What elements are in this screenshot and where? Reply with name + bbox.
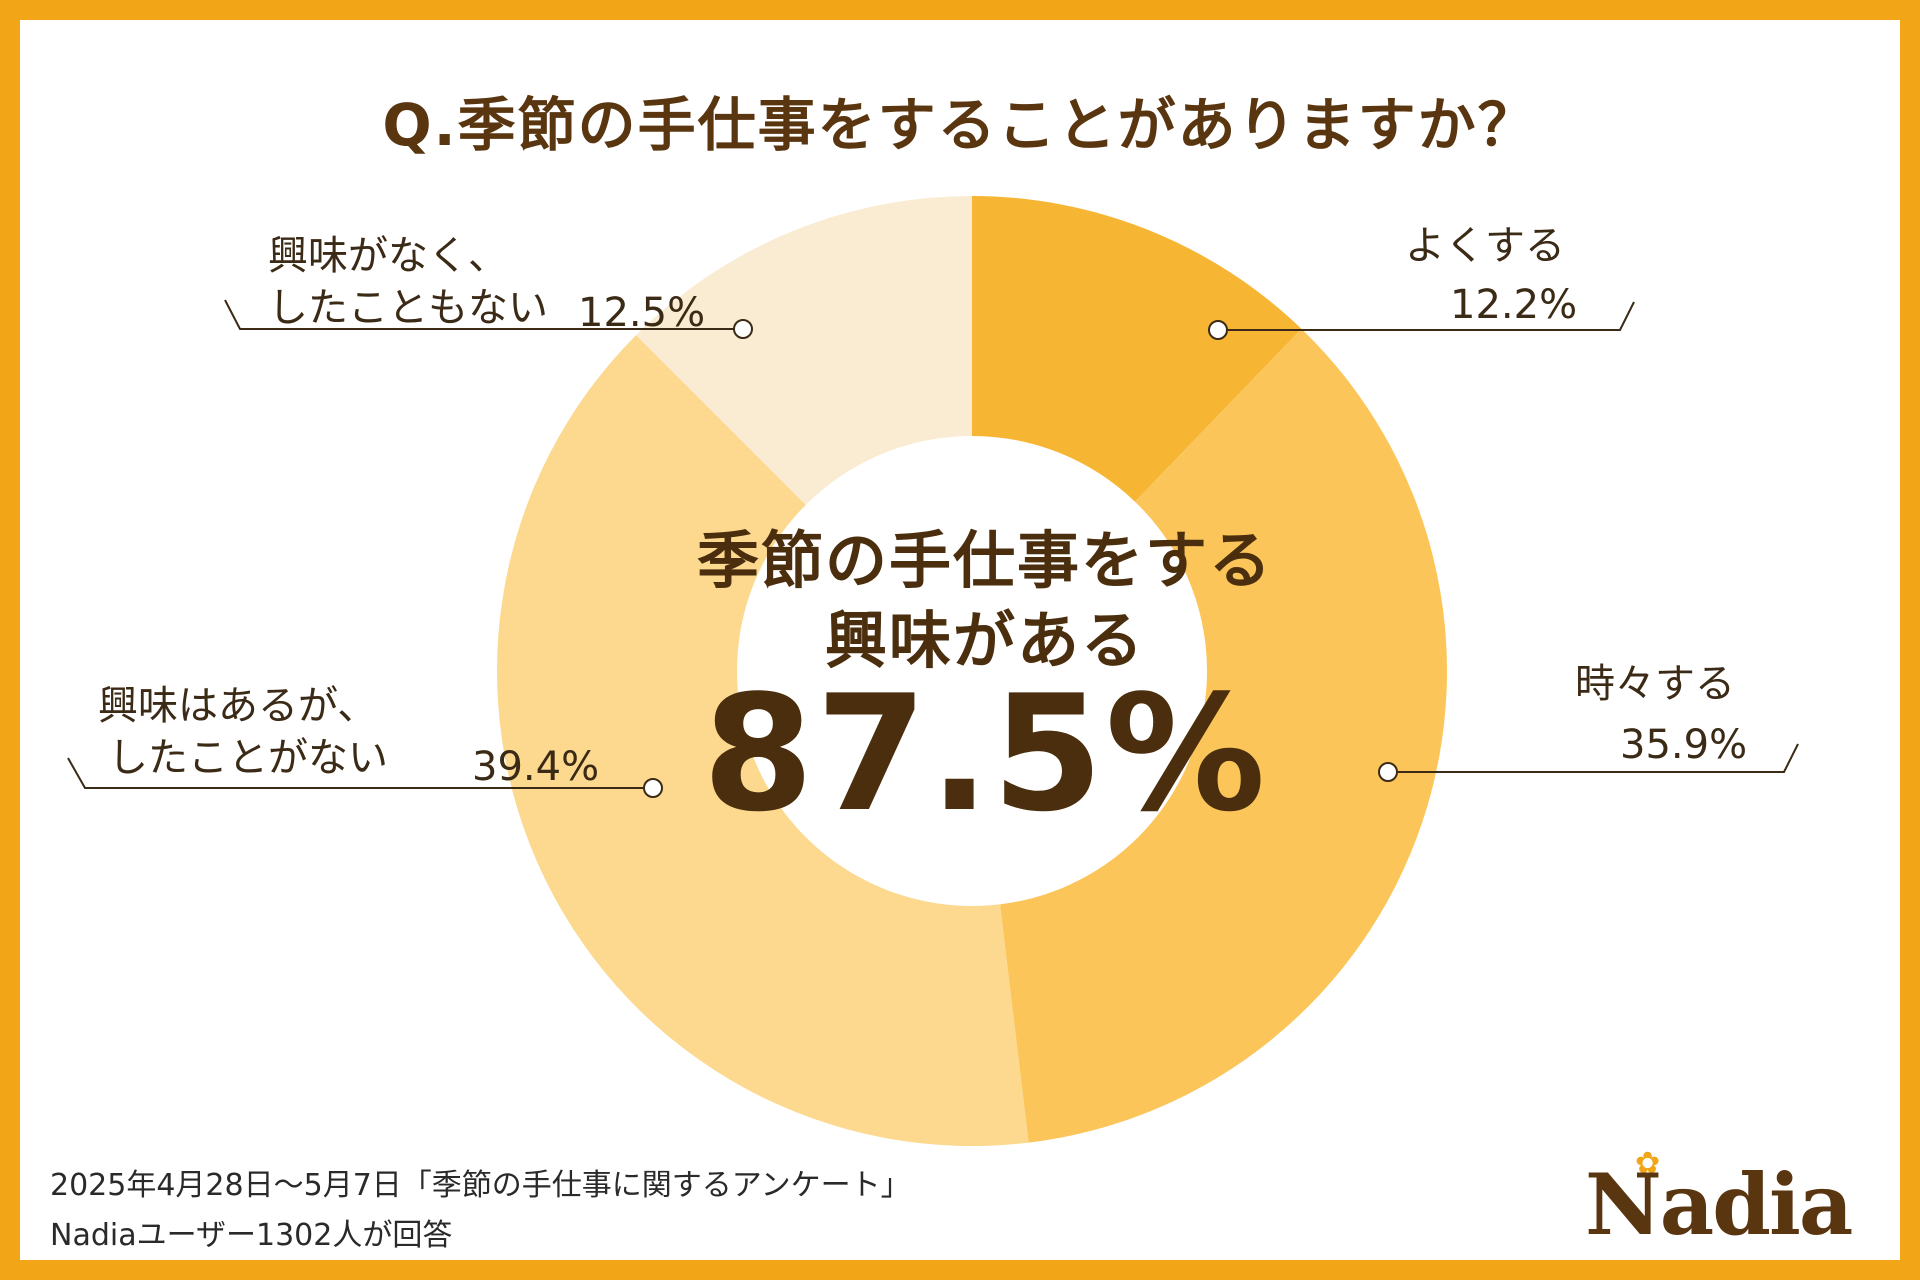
chart-title: Q.季節の手仕事をすることがありますか？ — [382, 91, 1538, 159]
leader-tokidoki-dot — [1378, 762, 1398, 782]
callout-label-tokidoki: 時々する — [1575, 661, 1735, 707]
callout-value-tokidoki: 35.9% — [1620, 722, 1748, 768]
flower-icon: ✿ — [1635, 1146, 1661, 1181]
slice-kyomi-aru — [497, 335, 1029, 1146]
leader-kyomi-nai-dot — [733, 319, 753, 339]
leader-kyomi-nai — [224, 299, 743, 330]
leader-kyomi-aru-dot — [643, 778, 663, 798]
callout-value-yoku: 12.2% — [1450, 282, 1578, 328]
survey-period: 2025年4月28日〜5月7日「季節の手仕事に関するアンケート」 — [50, 1168, 911, 1203]
leader-tokidoki — [1388, 743, 1799, 773]
callout-value-kyomi-aru: 39.4% — [472, 744, 600, 790]
survey-card: Q.季節の手仕事をすることがありますか？ よくする 12.2% 時々する 35.… — [20, 20, 1900, 1260]
donut-chart — [67, 196, 1799, 1146]
callout-label-kyomi-aru-1: 興味はあるが、 — [98, 683, 378, 729]
slice-kyomi-nai — [636, 196, 972, 505]
leader-yoku — [1218, 301, 1635, 331]
callout-label-yoku: よくする — [1405, 223, 1565, 269]
leader-kyomi-aru — [67, 757, 653, 789]
nadia-logo: ✿ Nadia — [1585, 1146, 1865, 1254]
survey-respondents: Nadiaユーザー1302人が回答 — [50, 1218, 453, 1253]
slice-tokidoki — [999, 328, 1448, 1143]
callout-label-kyomi-nai-2: したこともない — [268, 285, 548, 331]
callout-label-kyomi-nai-1: 興味がなく、 — [268, 233, 508, 279]
leader-yoku-dot — [1208, 320, 1228, 340]
center-total-value: 87.5% — [702, 660, 1268, 847]
center-label-line2: 興味がある — [824, 604, 1145, 677]
slice-yoku — [972, 196, 1302, 502]
callout-value-kyomi-nai: 12.5% — [578, 290, 706, 336]
callout-label-kyomi-aru-2: したことがない — [108, 735, 388, 781]
center-label-line1: 季節の手仕事をする — [696, 524, 1273, 597]
logo-text: Nadia — [1585, 1155, 1853, 1254]
